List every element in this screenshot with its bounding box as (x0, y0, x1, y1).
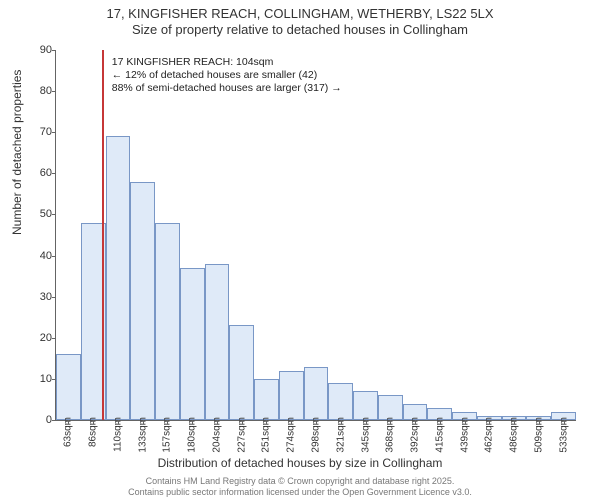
histogram-bar (56, 354, 81, 420)
annotation-line-1: 17 KINGFISHER REACH: 104sqm (112, 56, 342, 69)
histogram-bar (229, 325, 254, 420)
x-tick-mark (143, 420, 144, 424)
x-tick-mark (316, 420, 317, 424)
property-marker-line (102, 50, 104, 420)
x-tick-mark (366, 420, 367, 424)
x-tick-mark (564, 420, 565, 424)
y-tick-mark (52, 214, 56, 215)
x-axis-label: Distribution of detached houses by size … (0, 456, 600, 470)
histogram-bar (205, 264, 230, 420)
title-line-1: 17, KINGFISHER REACH, COLLINGHAM, WETHER… (0, 6, 600, 22)
histogram-bar (180, 268, 205, 420)
x-tick-mark (539, 420, 540, 424)
y-tick-label: 20 (22, 332, 52, 344)
x-tick-mark (440, 420, 441, 424)
histogram-bar (353, 391, 378, 420)
y-tick-label: 40 (22, 250, 52, 262)
x-tick-mark (217, 420, 218, 424)
x-tick-mark (192, 420, 193, 424)
chart-container: 17, KINGFISHER REACH, COLLINGHAM, WETHER… (0, 0, 600, 500)
y-tick-mark (52, 297, 56, 298)
x-tick-mark (465, 420, 466, 424)
x-tick-mark (167, 420, 168, 424)
histogram-bar (279, 371, 304, 420)
x-tick-mark (266, 420, 267, 424)
y-tick-mark (52, 132, 56, 133)
x-tick-mark (291, 420, 292, 424)
histogram-bar (328, 383, 353, 420)
histogram-bar (304, 367, 329, 420)
title-line-2: Size of property relative to detached ho… (0, 22, 600, 38)
x-tick-mark (415, 420, 416, 424)
y-tick-label: 10 (22, 373, 52, 385)
plot-area: 010203040506070809063sqm86sqm110sqm133sq… (55, 50, 576, 421)
annotation-line-2: ← 12% of detached houses are smaller (42… (112, 69, 342, 82)
y-tick-mark (52, 256, 56, 257)
y-tick-mark (52, 50, 56, 51)
chart-area: 010203040506070809063sqm86sqm110sqm133sq… (55, 50, 575, 420)
y-tick-label: 50 (22, 208, 52, 220)
x-tick-mark (390, 420, 391, 424)
chart-title: 17, KINGFISHER REACH, COLLINGHAM, WETHER… (0, 0, 600, 39)
histogram-bar (254, 379, 279, 420)
y-tick-mark (52, 338, 56, 339)
footer-attribution: Contains HM Land Registry data © Crown c… (0, 476, 600, 498)
x-tick-mark (93, 420, 94, 424)
x-tick-mark (489, 420, 490, 424)
y-tick-label: 30 (22, 291, 52, 303)
y-tick-label: 0 (22, 414, 52, 426)
footer-line-2: Contains public sector information licen… (0, 487, 600, 498)
y-tick-mark (52, 91, 56, 92)
y-tick-mark (52, 420, 56, 421)
annotation-box: 17 KINGFISHER REACH: 104sqm← 12% of deta… (112, 56, 342, 95)
footer-line-1: Contains HM Land Registry data © Crown c… (0, 476, 600, 487)
histogram-bar (130, 182, 155, 420)
x-tick-mark (118, 420, 119, 424)
x-tick-mark (68, 420, 69, 424)
x-tick-mark (341, 420, 342, 424)
histogram-bar (106, 136, 131, 420)
y-tick-label: 80 (22, 85, 52, 97)
y-tick-label: 70 (22, 126, 52, 138)
y-tick-label: 90 (22, 44, 52, 56)
x-tick-mark (242, 420, 243, 424)
y-tick-label: 60 (22, 167, 52, 179)
y-tick-mark (52, 173, 56, 174)
annotation-line-3: 88% of semi-detached houses are larger (… (112, 82, 342, 95)
histogram-bar (155, 223, 180, 420)
x-tick-mark (514, 420, 515, 424)
